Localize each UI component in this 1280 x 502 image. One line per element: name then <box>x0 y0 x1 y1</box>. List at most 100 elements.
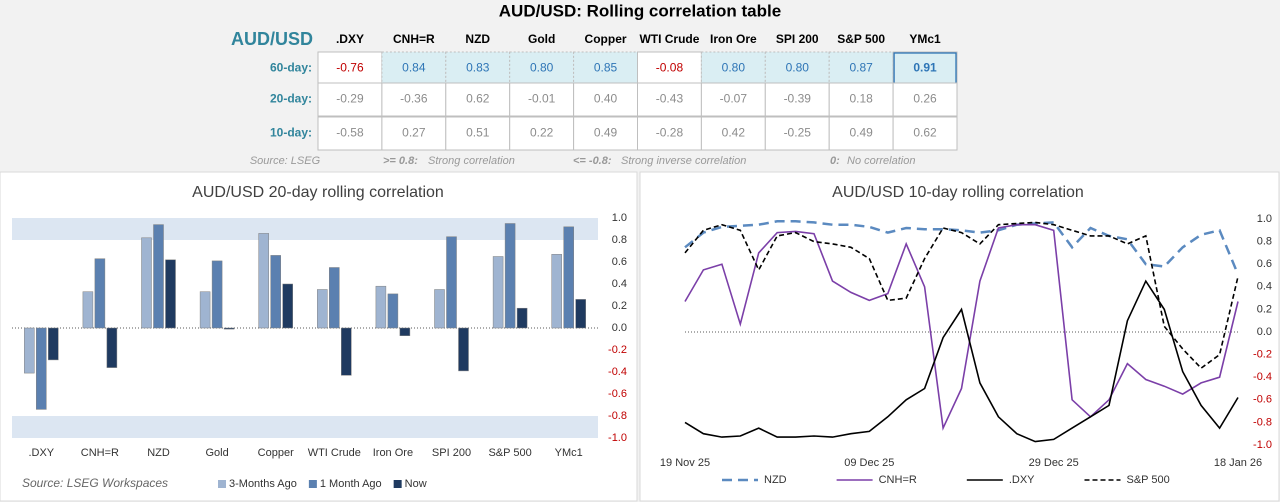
bar <box>211 260 223 329</box>
table-source: Source: LSEG <box>250 155 321 167</box>
y-tick-label: 0.2 <box>612 300 627 312</box>
bar <box>199 291 211 329</box>
note-text: Strong inverse correlation <box>621 155 746 167</box>
y-tick-label: 0.6 <box>1257 258 1272 270</box>
line <box>684 279 1239 443</box>
x-tick-label: Iron Ore <box>373 447 413 459</box>
cell <box>509 116 575 151</box>
cell <box>445 51 511 86</box>
cell-value: 0.27 <box>402 126 426 140</box>
y-tick-label: -0.6 <box>1253 394 1272 406</box>
y-tick-label: -0.8 <box>1253 416 1272 428</box>
cell-value: -0.36 <box>400 92 428 106</box>
column-header: NZD <box>465 32 490 46</box>
cell <box>317 51 383 86</box>
y-tick-label: 0.0 <box>612 322 627 334</box>
cell <box>381 51 447 86</box>
cell-value: 0.85 <box>594 61 618 75</box>
cell-value: -0.08 <box>656 61 684 75</box>
cell-value: -0.76 <box>336 61 364 75</box>
cell <box>445 116 511 151</box>
column-header: Gold <box>528 32 555 46</box>
cell-value: -0.01 <box>528 92 556 106</box>
bar <box>446 236 457 329</box>
legend-label: Now <box>405 478 427 490</box>
cell <box>317 82 383 117</box>
x-tick-label: 18 Jan 26 <box>1214 457 1262 469</box>
table-title: AUD/USD: Rolling correlation table <box>499 1 781 20</box>
legend-label: 3-Months Ago <box>229 478 297 490</box>
legend-label: CNH=R <box>879 474 917 486</box>
cell <box>828 116 894 151</box>
cell <box>637 51 702 86</box>
cell <box>573 116 638 151</box>
cell-value: 0.80 <box>722 61 746 75</box>
y-tick-label: 1.0 <box>1257 213 1272 225</box>
bar <box>329 267 340 329</box>
x-tick-label: .DXY <box>28 447 54 459</box>
band <box>12 416 598 438</box>
bar <box>458 327 469 372</box>
cell <box>892 82 958 117</box>
cell-value: 0.40 <box>594 92 618 106</box>
cell-value: -0.39 <box>784 92 812 106</box>
cell <box>700 82 766 117</box>
y-tick-label: 0.0 <box>1257 326 1272 338</box>
bar <box>387 293 399 329</box>
line <box>684 221 1239 370</box>
y-tick-label: 0.8 <box>1257 236 1272 248</box>
cell-value: 0.84 <box>402 61 426 75</box>
table-corner: AUD/USD <box>231 29 313 49</box>
y-tick-label: 0.4 <box>612 278 627 290</box>
x-tick-label: 09 Dec 25 <box>844 457 894 469</box>
cell-value: 0.22 <box>530 126 554 140</box>
x-tick-label: YMc1 <box>555 447 583 459</box>
bar <box>270 255 281 329</box>
x-tick-label: 19 Nov 25 <box>660 457 710 469</box>
y-tick-label: -0.8 <box>608 410 627 422</box>
line <box>684 223 1239 431</box>
x-tick-label: Copper <box>258 447 294 459</box>
row-label: 60-day: <box>270 61 312 75</box>
cell <box>381 82 447 117</box>
y-tick-label: 0.4 <box>1257 281 1272 293</box>
cell-value: 0.80 <box>786 61 810 75</box>
bar <box>563 226 574 329</box>
y-tick-label: -0.2 <box>608 344 627 356</box>
cell-value: 0.26 <box>913 92 937 106</box>
cell <box>637 116 702 151</box>
cell <box>828 51 894 86</box>
legend-swatch <box>393 480 402 488</box>
bar <box>575 299 586 329</box>
right-panel <box>639 171 1280 502</box>
cell-value: -0.28 <box>656 126 684 140</box>
legend-swatch <box>308 480 317 488</box>
bar <box>317 289 328 329</box>
cell <box>892 116 958 151</box>
y-tick-label: 0.8 <box>612 234 627 246</box>
column-header: Copper <box>585 32 627 46</box>
legend-label: 1 Month Ago <box>320 478 382 490</box>
bar <box>223 327 235 330</box>
cell <box>573 82 638 117</box>
cell <box>637 82 702 117</box>
y-tick-label: -0.4 <box>1253 371 1272 383</box>
line <box>684 220 1240 275</box>
chart-title: AUD/USD 10-day rolling correlation <box>832 184 1084 201</box>
x-tick-label: CNH=R <box>81 447 119 459</box>
row-label: 10-day: <box>270 126 312 140</box>
bar <box>165 259 176 329</box>
column-header: .DXY <box>336 32 364 46</box>
cell-value: -0.25 <box>784 126 812 140</box>
cell-value: 0.83 <box>466 61 490 75</box>
legend-label: NZD <box>764 474 787 486</box>
cell-value: 0.51 <box>466 126 490 140</box>
cell-value: 0.49 <box>594 126 618 140</box>
note-text: Strong correlation <box>428 155 515 167</box>
y-tick-label: 1.0 <box>612 212 627 224</box>
y-tick-label: 0.6 <box>612 256 627 268</box>
bar <box>341 327 352 376</box>
bar <box>551 254 562 329</box>
bar <box>24 327 35 374</box>
